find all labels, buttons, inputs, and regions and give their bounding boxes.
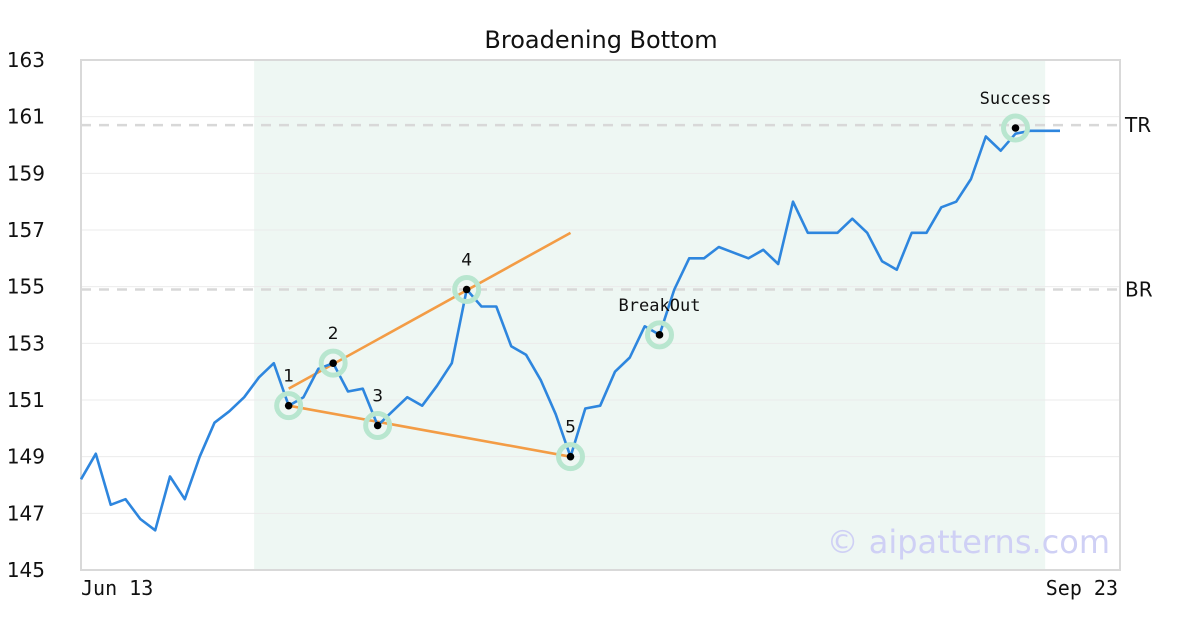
y-tick-label: 149 [7, 445, 45, 469]
x-axis-ticks: Jun 13 Sep 23 [81, 576, 1118, 600]
point-dot-5 [566, 452, 575, 461]
y-tick-label: 159 [7, 161, 45, 185]
point-ring-success [1001, 113, 1030, 143]
plot-frame [80, 59, 1121, 571]
y-tick-label: 163 [7, 48, 45, 72]
point-label-1: 1 [283, 367, 294, 387]
point-ring-4 [452, 275, 482, 304]
trendline [288, 404, 571, 458]
point-dot-1 [284, 401, 293, 410]
watermark: © aipatterns.com [827, 523, 1110, 561]
point-label-3: 3 [372, 387, 383, 407]
x-tick-label: Sep 23 [1046, 576, 1118, 600]
point-label-4: 4 [461, 251, 472, 271]
grid-lines [81, 116, 1120, 514]
point-ring-1 [274, 391, 304, 421]
reference-label-tr: TR [1124, 113, 1151, 137]
y-tick-label: 155 [7, 275, 45, 299]
point-label-success: Success [980, 89, 1052, 109]
reference-label-br: BR [1125, 278, 1153, 302]
y-tick-label: 145 [7, 558, 45, 582]
y-tick-label: 157 [7, 218, 45, 242]
point-label-breakout: BreakOut [619, 296, 701, 316]
point-ring-2 [318, 348, 348, 378]
point-dot-success [1011, 124, 1020, 132]
point-dot-breakout [655, 331, 664, 339]
point-label-5: 5 [565, 418, 576, 438]
point-ring-3 [363, 411, 393, 440]
y-tick-label: 161 [7, 105, 45, 129]
y-tick-label: 151 [7, 388, 45, 412]
point-dot-3 [373, 421, 382, 430]
pattern-highlight-region [254, 60, 1046, 570]
point-ring-5 [556, 442, 585, 472]
point-ring-breakout [645, 320, 674, 350]
x-tick-label: Jun 13 [81, 576, 153, 600]
chart-title: Broadening Bottom [484, 26, 717, 54]
y-tick-label: 147 [7, 501, 45, 525]
y-axis-ticks: 145 147 149 151 153 155 157 159 161 163 [7, 48, 45, 582]
point-dot-2 [329, 359, 337, 367]
reference-lines: TR BR [81, 113, 1153, 302]
point-dot-4 [462, 285, 471, 294]
point-label-2: 2 [328, 324, 339, 344]
y-tick-label: 153 [7, 331, 45, 355]
pattern-points: 1 2 3 4 5 BreakOut Success [274, 89, 1052, 472]
